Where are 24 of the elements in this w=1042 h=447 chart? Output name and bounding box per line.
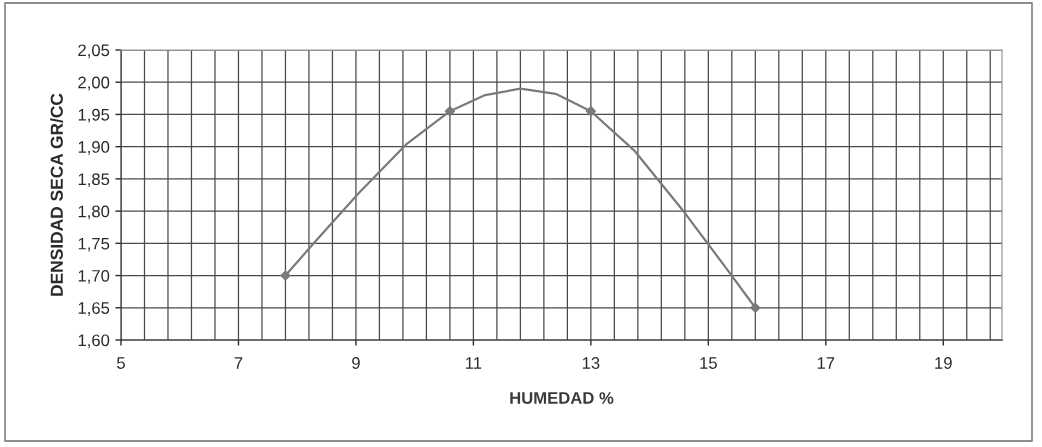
point [750, 302, 761, 313]
y-tick-label: 1,70 [78, 269, 110, 284]
y-tick-label: 1,90 [78, 141, 110, 155]
y-tick-label: 1,95 [78, 108, 110, 123]
x-tick-label: 5 [117, 357, 125, 369]
x-tick-label: 7 [234, 357, 243, 369]
x-tick-label: 13 [582, 357, 600, 369]
point [444, 106, 456, 117]
y-tick-label: 1,85 [78, 173, 110, 188]
y-tick-label: 2,05 [78, 44, 110, 59]
x-tick-label: 17 [817, 357, 835, 369]
y-tick-label: 1,80 [78, 205, 110, 220]
point [280, 270, 291, 281]
x-axis-title: HUMEDAD % [510, 392, 614, 404]
y-tick-label: 1,75 [78, 237, 110, 252]
y-tick-label: 2,00 [78, 76, 110, 91]
x-tick-label: 19 [935, 357, 952, 369]
point [585, 106, 596, 117]
x-tick-label: 9 [352, 357, 360, 369]
y-axis-title: DENSIDAD SECA GR/CC [50, 93, 64, 296]
x-tick-label: 15 [700, 357, 717, 369]
y-tick-label: 1,60 [78, 334, 110, 349]
x-tick-label: 11 [466, 357, 482, 369]
y-tick-label: 1,65 [78, 302, 110, 316]
